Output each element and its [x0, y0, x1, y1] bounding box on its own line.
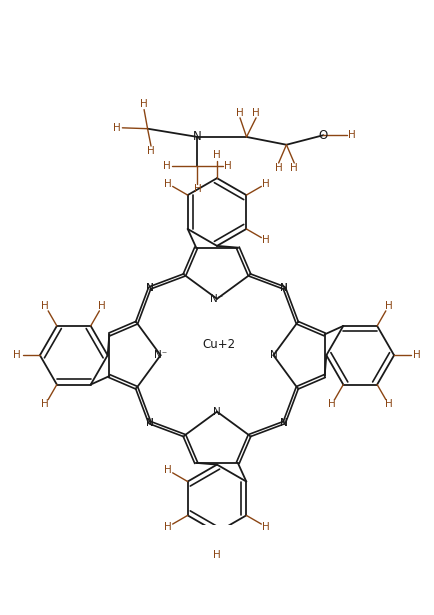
Text: H: H — [13, 350, 21, 360]
Text: H: H — [213, 150, 221, 160]
Text: N⁻: N⁻ — [210, 294, 224, 304]
Text: H: H — [147, 146, 155, 156]
Text: N: N — [146, 283, 154, 293]
Text: N: N — [146, 418, 154, 427]
Text: H: H — [236, 108, 244, 117]
Text: H: H — [263, 236, 270, 245]
Text: N: N — [213, 407, 221, 416]
Text: H: H — [164, 522, 171, 532]
Text: N⁻: N⁻ — [154, 350, 167, 360]
Text: N: N — [280, 418, 288, 427]
Text: H: H — [163, 161, 171, 170]
Text: H: H — [164, 465, 171, 475]
Text: N: N — [280, 418, 288, 427]
Text: H: H — [99, 301, 106, 311]
Text: H: H — [42, 301, 49, 311]
Text: N: N — [146, 418, 154, 427]
Text: N: N — [280, 283, 288, 293]
Text: Cu+2: Cu+2 — [203, 338, 236, 351]
Text: O: O — [319, 129, 328, 141]
Text: N: N — [280, 283, 288, 293]
Text: H: H — [194, 184, 201, 194]
Text: H: H — [164, 178, 171, 189]
Text: H: H — [275, 163, 283, 173]
Text: H: H — [113, 123, 121, 133]
Text: H: H — [328, 400, 335, 410]
Text: H: H — [290, 163, 298, 173]
Text: N: N — [146, 283, 154, 293]
Text: H: H — [252, 108, 260, 117]
Text: H: H — [213, 550, 221, 560]
Text: N: N — [270, 350, 277, 360]
Text: H: H — [263, 522, 270, 532]
Text: H: H — [348, 130, 356, 140]
Text: H: H — [385, 400, 392, 410]
Text: H: H — [385, 301, 392, 311]
Text: N: N — [193, 130, 202, 143]
Text: H: H — [263, 178, 270, 189]
Text: H: H — [413, 350, 421, 360]
Text: H: H — [224, 161, 232, 170]
Text: H: H — [42, 400, 49, 410]
Text: H: H — [140, 100, 148, 109]
